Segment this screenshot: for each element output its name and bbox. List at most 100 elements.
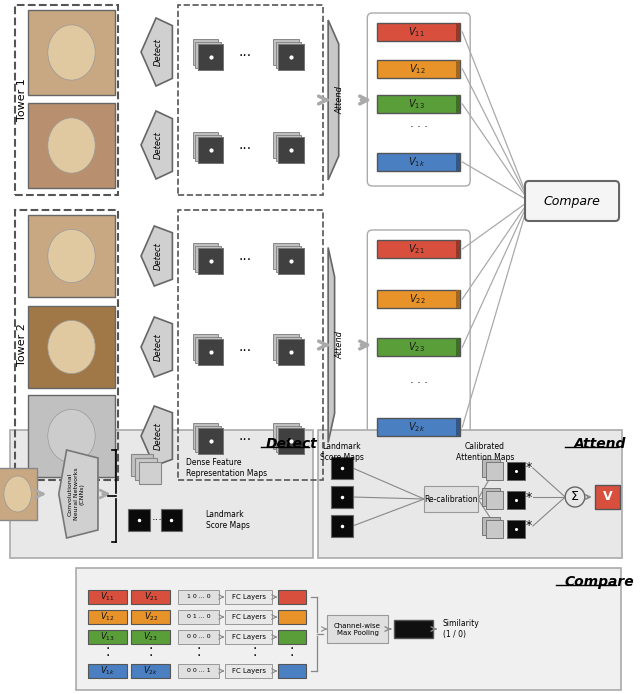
Text: Detect: Detect [154, 38, 163, 66]
Text: $V_{1k}$: $V_{1k}$ [100, 665, 115, 677]
Bar [198, 248, 223, 274]
Text: Attend: Attend [335, 86, 344, 114]
Bar [278, 248, 303, 274]
Text: Detect: Detect [154, 333, 163, 361]
Bar [15, 210, 118, 480]
Text: ·: · [253, 642, 257, 656]
Bar [331, 457, 353, 479]
Text: 1 0 ... 0: 1 0 ... 0 [187, 595, 211, 600]
Bar [195, 135, 221, 160]
Bar [88, 590, 127, 604]
Text: FC Layers: FC Layers [232, 668, 266, 674]
Bar [278, 44, 303, 70]
Bar [131, 454, 153, 476]
Bar [139, 462, 161, 484]
Bar [193, 423, 218, 449]
Text: $V_{2k}$: $V_{2k}$ [408, 420, 426, 434]
Bar [331, 515, 353, 537]
Text: Landmark
Score Maps: Landmark Score Maps [320, 442, 364, 462]
Text: Dense Feature
Representation Maps: Dense Feature Representation Maps [186, 458, 268, 477]
Bar [273, 243, 299, 269]
Text: ·: · [196, 642, 201, 656]
Bar [198, 428, 223, 454]
Bar [179, 210, 323, 480]
Text: $V_{23}$: $V_{23}$ [143, 631, 158, 643]
Text: Detect: Detect [154, 242, 163, 270]
Text: $V_{13}$: $V_{13}$ [408, 97, 425, 111]
Bar [179, 610, 220, 624]
Bar [225, 664, 272, 678]
Bar [28, 306, 115, 388]
Text: FC Layers: FC Layers [232, 614, 266, 620]
Bar [179, 5, 323, 195]
Ellipse shape [48, 409, 95, 463]
Bar [424, 486, 478, 512]
Text: Compare: Compare [564, 575, 634, 589]
Ellipse shape [48, 118, 95, 173]
Bar [456, 240, 460, 258]
Bar [88, 610, 127, 624]
Bar [377, 23, 460, 41]
Bar [179, 664, 220, 678]
Text: ·: · [290, 649, 294, 663]
Bar [198, 248, 223, 274]
Bar [486, 491, 504, 509]
Text: Tower 2: Tower 2 [17, 323, 26, 366]
Bar [0, 468, 37, 520]
Bar [198, 339, 223, 365]
Polygon shape [141, 226, 172, 286]
Bar [508, 491, 525, 509]
Bar [131, 664, 170, 678]
Bar [508, 462, 525, 480]
Bar [278, 137, 303, 163]
Bar [456, 95, 460, 113]
Text: *: * [526, 462, 532, 475]
Text: V: V [602, 491, 612, 504]
Bar [595, 485, 620, 509]
Text: Detect: Detect [266, 437, 318, 451]
Text: *: * [526, 491, 532, 504]
Bar [131, 610, 170, 624]
Text: Compare: Compare [543, 194, 600, 208]
Text: ·: · [148, 642, 153, 656]
Bar [273, 423, 299, 449]
Bar [456, 290, 460, 308]
Bar [88, 664, 127, 678]
Text: $V_{22}$: $V_{22}$ [143, 611, 158, 623]
Text: $V_{11}$: $V_{11}$ [408, 25, 425, 39]
Text: Detect: Detect [154, 131, 163, 159]
Bar [193, 132, 218, 158]
Bar [278, 664, 306, 678]
Text: Attend: Attend [335, 331, 344, 359]
Text: Tower 1: Tower 1 [17, 78, 26, 121]
Text: FC Layers: FC Layers [232, 634, 266, 640]
Bar [193, 243, 218, 269]
Circle shape [565, 487, 585, 507]
Text: $V_{13}$: $V_{13}$ [100, 631, 115, 643]
Bar [278, 610, 306, 624]
Bar [198, 44, 223, 70]
Text: $V_{2k}$: $V_{2k}$ [143, 665, 158, 677]
Text: Landmark
Score Maps: Landmark Score Maps [205, 510, 250, 530]
Text: Σ: Σ [571, 491, 579, 504]
Polygon shape [141, 406, 172, 466]
Bar [377, 153, 460, 171]
Bar [276, 42, 301, 67]
Bar [198, 137, 223, 163]
Bar [198, 137, 223, 163]
Ellipse shape [48, 321, 95, 373]
Text: $V_{11}$: $V_{11}$ [100, 591, 115, 603]
Bar [327, 615, 388, 643]
Bar [276, 425, 301, 452]
Bar [135, 458, 157, 480]
FancyBboxPatch shape [525, 181, 619, 221]
Text: *: * [526, 520, 532, 532]
Text: Convolutional
Neural Networks
(CNNs): Convolutional Neural Networks (CNNs) [68, 468, 84, 520]
Text: ·: · [290, 642, 294, 656]
Bar [278, 630, 306, 644]
Polygon shape [328, 248, 335, 443]
Bar [179, 630, 220, 644]
Bar [193, 334, 218, 360]
Bar [486, 462, 504, 480]
Bar [318, 430, 622, 558]
